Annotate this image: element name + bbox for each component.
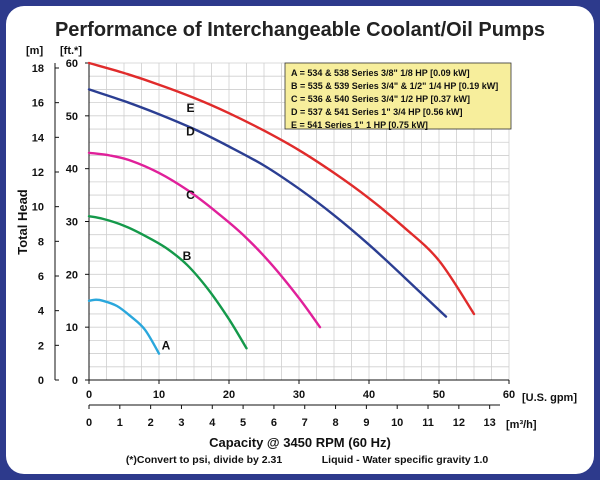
x-tick-label-m3h: 4 (209, 417, 216, 429)
curve-label-e: E (186, 101, 194, 115)
curve-label-a: A (162, 339, 171, 353)
series-line-b (87, 215, 248, 350)
x-tick-label-gpm: 50 (433, 389, 445, 401)
series-line-e (87, 61, 476, 316)
x-tick-label-m3h: 0 (86, 417, 92, 429)
y-tick-label-m: 0 (38, 375, 44, 387)
y-tick-label-m: 16 (32, 98, 44, 110)
chart-title: Performance of Interchangeable Coolant/O… (55, 19, 545, 41)
y-tick-label-m: 12 (32, 167, 44, 179)
x-tick-label-m3h: 10 (391, 417, 403, 429)
series-line-a (87, 298, 161, 355)
y-axis-label: Total Head (15, 189, 30, 255)
legend-entry-e: E = 541 Series 1" 1 HP [0.75 kW] (291, 120, 428, 130)
footnote-liquid: Liquid - Water specific gravity 1.0 (322, 454, 489, 466)
legend-entry-a: A = 534 & 538 Series 3/8" 1/8 HP [0.09 k… (291, 68, 470, 78)
x-tick-label-m3h: 3 (178, 417, 184, 429)
x-tick-label-m3h: 1 (117, 417, 123, 429)
x-tick-label-m3h: 11 (422, 417, 434, 429)
y-tick-label-ft: 20 (66, 269, 78, 281)
x-tick-label-m3h: 2 (148, 417, 154, 429)
x-tick-label-gpm: 30 (293, 389, 305, 401)
x-axis-label: Capacity @ 3450 RPM (60 Hz) (209, 435, 391, 450)
y-tick-label-m: 8 (38, 236, 44, 248)
curve-label-b: B (183, 249, 192, 263)
x-tick-label-m3h: 8 (332, 417, 338, 429)
x-tick-label-gpm: 60 (503, 389, 515, 401)
series-line-c (87, 151, 322, 329)
curve-labels: A B C DE (162, 101, 196, 353)
x-tick-label-m3h: 12 (453, 417, 465, 429)
y-tick-label-ft: 50 (66, 111, 78, 123)
x-tick-label-m3h: 9 (363, 417, 369, 429)
x-unit-m3h: [m³/h] (506, 419, 537, 431)
y-tick-label-m: 14 (32, 132, 45, 144)
series-lines (87, 61, 476, 355)
x-tick-label-gpm: 20 (223, 389, 235, 401)
y-tick-label-ft: 0 (72, 375, 78, 387)
x-tick-label-gpm: 10 (153, 389, 165, 401)
legend-entry-c: C = 536 & 540 Series 3/4" 1/2 HP [0.37 k… (291, 94, 470, 104)
legend: A = 534 & 538 Series 3/8" 1/8 HP [0.09 k… (284, 62, 512, 130)
x-tick-label-gpm: 0 (86, 389, 92, 401)
y-tick-label-m: 18 (32, 63, 44, 75)
y-tick-label-ft: 30 (66, 217, 78, 229)
legend-entry-d: D = 537 & 541 Series 1" 3/4 HP [0.56 kW] (291, 107, 462, 117)
y-unit-ft: [ft.*] (60, 45, 82, 57)
y-tick-label-m: 4 (38, 306, 45, 318)
footnote-psi: (*)Convert to psi, divide by 2.31 (126, 454, 283, 466)
curve-label-d: D (186, 125, 195, 139)
curve-label-c: C (186, 188, 195, 202)
y-tick-label-ft: 10 (66, 322, 78, 334)
x-tick-label-m3h: 5 (240, 417, 246, 429)
x-tick-label-m3h: 7 (302, 417, 308, 429)
y-tick-label-m: 2 (38, 340, 44, 352)
y-tick-label-m: 6 (38, 271, 44, 283)
x-tick-label-gpm: 40 (363, 389, 375, 401)
x-tick-label-m3h: 13 (484, 417, 496, 429)
y-tick-label-ft: 60 (66, 58, 78, 70)
legend-entry-b: B = 535 & 539 Series 3/4" & 1/2" 1/4 HP … (291, 81, 498, 91)
y-tick-label-m: 10 (32, 202, 44, 214)
y-tick-label-ft: 40 (66, 164, 78, 176)
series-line-d (87, 88, 448, 318)
x-unit-gpm: [U.S. gpm] (522, 392, 577, 404)
x-tick-label-m3h: 6 (271, 417, 277, 429)
y-unit-m: [m] (26, 45, 43, 57)
legend-box (284, 62, 512, 130)
